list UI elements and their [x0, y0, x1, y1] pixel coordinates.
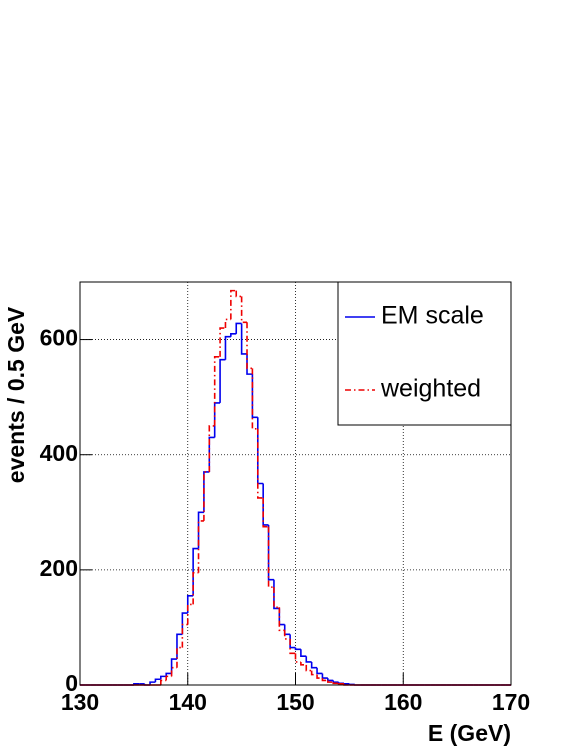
histogram-step: [203, 471, 210, 521]
x-tick-label: 130: [61, 689, 99, 715]
x-tick-label: 140: [169, 689, 207, 715]
histogram-step: [305, 656, 312, 663]
x-tick-label: 150: [276, 689, 314, 715]
histogram-step: [310, 670, 318, 676]
histogram-step: [332, 680, 339, 683]
histogram-step: [208, 425, 215, 472]
histogram-step: [176, 633, 183, 660]
histogram-step: [251, 374, 258, 419]
legend-label: weighted: [380, 375, 481, 403]
legend-label: EM scale: [381, 302, 484, 330]
x-tick-label: 160: [384, 689, 422, 715]
histogram-step: [197, 520, 204, 573]
histogram-step: [160, 679, 167, 685]
histogram-step: [224, 318, 231, 329]
histogram-step: [208, 436, 215, 472]
histogram-step: [343, 683, 350, 685]
histogram-step: [203, 471, 210, 513]
histogram-step: [170, 666, 177, 677]
histogram-step: [181, 623, 188, 648]
histogram-step: [246, 322, 253, 370]
histogram-step: [246, 353, 253, 375]
histogram-step: [300, 649, 307, 658]
histogram-step: [219, 358, 226, 403]
histogram-step: [235, 290, 242, 298]
histogram-step: [289, 634, 296, 649]
x-axis-label: E (GeV): [428, 720, 511, 746]
histogram-step: [267, 526, 274, 588]
histogram-step: [283, 630, 291, 640]
histogram-step: [273, 587, 280, 609]
histogram-step: [240, 296, 248, 324]
histogram-step: [300, 661, 307, 666]
histogram-step: [305, 664, 312, 672]
histogram-step: [278, 608, 285, 626]
histogram-step: [294, 647, 301, 651]
histogram-step: [219, 327, 226, 357]
y-tick-label: 200: [40, 555, 78, 581]
histogram-step: [256, 417, 264, 485]
histogram-step: [186, 603, 194, 625]
histogram-step: [224, 335, 231, 360]
histogram-step: [294, 653, 301, 663]
histogram-step: [262, 483, 269, 526]
histogram-step: [230, 333, 237, 337]
legend-box: [337, 281, 512, 426]
histogram-step: [154, 678, 161, 683]
histogram-step: [235, 322, 242, 334]
histogram-step: [149, 681, 156, 685]
histogram-step: [197, 511, 204, 549]
histogram-step: [278, 607, 285, 632]
histogram-step: [213, 402, 221, 438]
histogram-step: [267, 524, 274, 581]
y-tick-label: 400: [40, 440, 78, 466]
histogram-step: [192, 571, 199, 605]
histogram-step: [192, 547, 199, 596]
histogram-step: [251, 368, 258, 430]
histogram-step: [165, 675, 172, 681]
plot-frame: [79, 281, 512, 686]
y-tick-label: 0: [65, 670, 78, 696]
histogram-step: [316, 674, 323, 679]
histogram-step: [165, 672, 172, 677]
histogram-step: [256, 428, 264, 499]
histogram-step: [327, 678, 334, 682]
x-tick-label: 170: [492, 689, 530, 715]
histogram-step: [240, 323, 248, 355]
histogram-step: [321, 673, 328, 679]
histogram-step: [289, 638, 296, 655]
histogram-step: [327, 680, 334, 683]
histogram-step: [262, 497, 269, 528]
histogram-step: [273, 579, 280, 610]
histogram-step: [170, 658, 177, 674]
histogram-step: [160, 675, 167, 680]
y-axis-label: events / 0.5 GeV: [3, 306, 29, 483]
histogram-step: [337, 683, 344, 685]
histogram-step: [283, 624, 291, 636]
histogram-step: [181, 612, 188, 635]
histogram-step: [321, 678, 328, 682]
y-tick-label: 600: [40, 325, 78, 351]
histogram-step: [230, 289, 237, 320]
histogram-step: [332, 682, 339, 685]
histogram-step: [310, 661, 318, 669]
histogram-step: [176, 646, 183, 668]
histogram-step: [316, 667, 323, 675]
histogram-step: [213, 356, 221, 426]
